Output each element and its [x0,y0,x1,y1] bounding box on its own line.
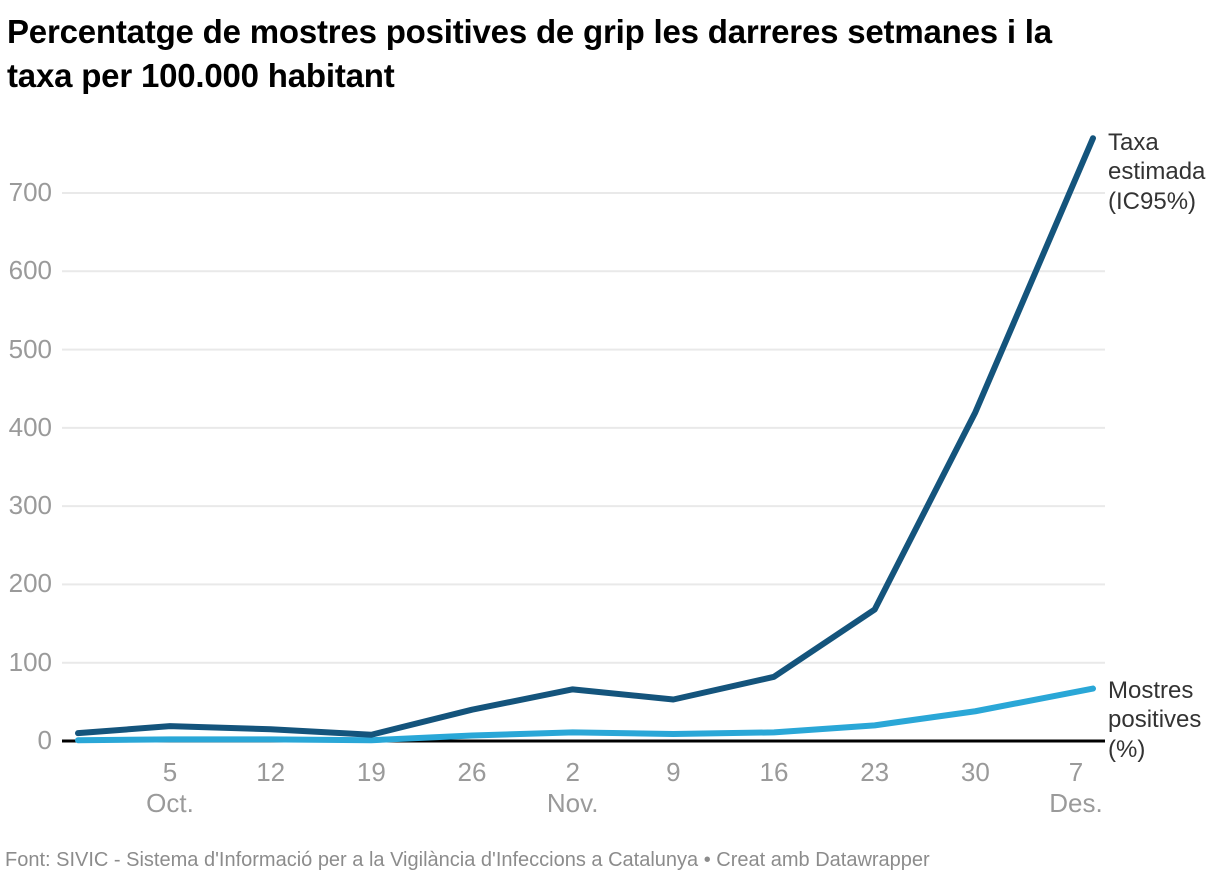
x-axis-month-label: Oct. [146,788,194,818]
x-axis-tick-label: 7 [1068,757,1084,787]
x-axis-tick-label: 5 [162,757,178,787]
x-axis-tick-label: 19 [356,757,386,787]
x-axis-tick-label: 23 [860,757,890,787]
y-axis-tick-label: 300 [8,490,52,521]
x-axis-tick-label: 9 [666,757,681,787]
y-axis-tick-label: 700 [8,177,52,207]
x-axis-tick-label: 12 [256,757,286,787]
x-axis-tick-label: 30 [960,757,990,787]
y-axis-tick-label: 600 [8,255,52,286]
chart-footer: Font: SIVIC - Sistema d'Informació per a… [5,849,930,871]
series-line-taxa-estimada [75,135,1096,738]
x-axis-month-label: Des. [1049,788,1103,818]
series-line-mostres-positives [75,685,1096,744]
y-axis-tick-label: 200 [8,568,52,599]
x-axis-tick-label: 16 [759,757,789,787]
y-axis-tick-label: 0 [37,725,52,755]
y-axis-tick-label: 100 [8,646,52,677]
y-axis-tick-label: 400 [8,411,52,442]
y-axis-tick-label: 500 [8,333,52,364]
legend-label-taxa-estimada: Taxa estimada (IC95%) [1108,129,1206,215]
legend-label-mostres-positives: Mostres positives (%) [1108,677,1202,763]
x-axis-month-label: Nov. [546,788,599,818]
x-axis-tick-label: 2 [565,757,580,787]
x-axis-tick-label: 26 [457,757,487,787]
chart-title: Percentatge de mostres positives de grip… [7,13,1052,94]
